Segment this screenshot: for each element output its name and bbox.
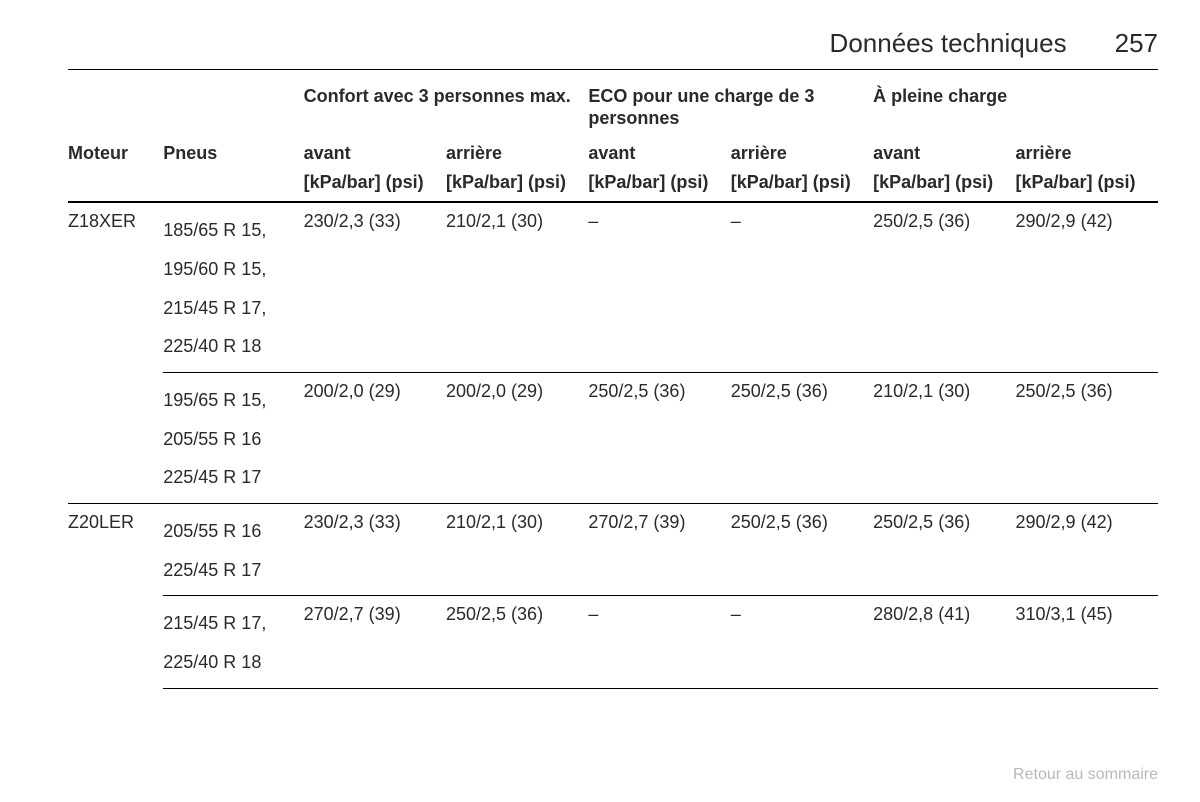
col-sub-confort-arriere: arrière — [446, 133, 588, 166]
cell-value: 270/2,7 (39) — [588, 504, 730, 596]
cell-value: 270/2,7 (39) — [304, 596, 446, 688]
col-sub-pleine-arriere: arrière — [1016, 133, 1158, 166]
cell-value: 200/2,0 (29) — [446, 372, 588, 503]
col-group-eco: ECO pour une charge de 3 personnes — [588, 80, 873, 133]
cell-moteur — [68, 596, 163, 688]
cell-value: 250/2,5 (36) — [446, 596, 588, 688]
cell-pneus: 215/45 R 17,225/40 R 18 — [163, 596, 303, 688]
col-header-pneus-blank — [163, 80, 303, 133]
col-group-pleine: À pleine charge — [873, 80, 1158, 133]
cell-pneus: 185/65 R 15,195/60 R 15,215/45 R 17,225/… — [163, 202, 303, 372]
cell-value: 230/2,3 (33) — [304, 504, 446, 596]
cell-pneus: 205/55 R 16225/45 R 17 — [163, 504, 303, 596]
col-header-moteur: Moteur — [68, 133, 163, 166]
col-unit-3: [kPa/bar] (psi) — [588, 166, 730, 202]
back-to-summary-link[interactable]: Retour au sommaire — [1013, 766, 1158, 784]
cell-moteur: Z20LER — [68, 504, 163, 596]
cell-value: 280/2,8 (41) — [873, 596, 1015, 688]
cell-moteur: Z18XER — [68, 202, 163, 372]
table-row: 215/45 R 17,225/40 R 18 270/2,7 (39) 250… — [68, 596, 1158, 688]
col-sub-eco-avant: avant — [588, 133, 730, 166]
col-group-confort: Confort avec 3 personnes max. — [304, 80, 589, 133]
col-unit-4: [kPa/bar] (psi) — [731, 166, 873, 202]
cell-value: 210/2,1 (30) — [446, 202, 588, 372]
cell-value: 250/2,5 (36) — [1016, 372, 1158, 503]
col-header-pneus: Pneus — [163, 133, 303, 166]
page: Données techniques 257 Confort avec 3 pe… — [0, 0, 1200, 802]
col-unit-2: [kPa/bar] (psi) — [446, 166, 588, 202]
cell-value: 290/2,9 (42) — [1016, 202, 1158, 372]
cell-value: 250/2,5 (36) — [731, 504, 873, 596]
cell-value: 210/2,1 (30) — [446, 504, 588, 596]
table-row: Z18XER 185/65 R 15,195/60 R 15,215/45 R … — [68, 202, 1158, 372]
col-header-moteur-blank — [68, 80, 163, 133]
cell-value: 250/2,5 (36) — [731, 372, 873, 503]
cell-moteur — [68, 372, 163, 503]
col-unit-5: [kPa/bar] (psi) — [873, 166, 1015, 202]
col-sub-eco-arriere: arrière — [731, 133, 873, 166]
cell-value: 250/2,5 (36) — [873, 202, 1015, 372]
section-title: Données techniques — [830, 28, 1067, 59]
col-unit-blank2 — [163, 166, 303, 202]
page-header: Données techniques 257 — [68, 28, 1158, 59]
col-sub-confort-avant: avant — [304, 133, 446, 166]
page-number: 257 — [1115, 28, 1158, 59]
cell-value: 210/2,1 (30) — [873, 372, 1015, 503]
cell-value: 310/3,1 (45) — [1016, 596, 1158, 688]
cell-value: – — [731, 202, 873, 372]
tyre-pressure-table: Confort avec 3 personnes max. ECO pour u… — [68, 80, 1158, 689]
col-unit-1: [kPa/bar] (psi) — [304, 166, 446, 202]
col-unit-6: [kPa/bar] (psi) — [1016, 166, 1158, 202]
cell-value: 200/2,0 (29) — [304, 372, 446, 503]
col-sub-pleine-avant: avant — [873, 133, 1015, 166]
cell-value: 230/2,3 (33) — [304, 202, 446, 372]
header-rule — [68, 69, 1158, 70]
col-unit-blank1 — [68, 166, 163, 202]
table-row: 195/65 R 15,205/55 R 16225/45 R 17 200/2… — [68, 372, 1158, 503]
cell-value: 290/2,9 (42) — [1016, 504, 1158, 596]
cell-value: 250/2,5 (36) — [873, 504, 1015, 596]
cell-value: – — [731, 596, 873, 688]
cell-value: 250/2,5 (36) — [588, 372, 730, 503]
table-row: Z20LER 205/55 R 16225/45 R 17 230/2,3 (3… — [68, 504, 1158, 596]
cell-value: – — [588, 596, 730, 688]
cell-pneus: 195/65 R 15,205/55 R 16225/45 R 17 — [163, 372, 303, 503]
cell-value: – — [588, 202, 730, 372]
